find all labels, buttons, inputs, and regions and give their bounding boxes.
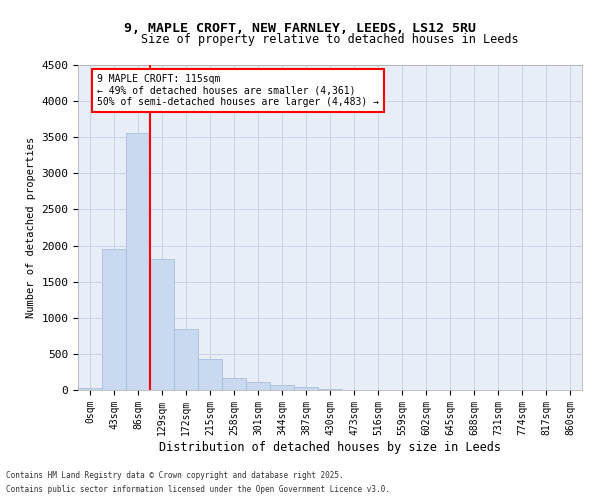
Bar xyxy=(102,249,126,390)
Bar xyxy=(246,382,270,390)
Text: 9, MAPLE CROFT, NEW FARNLEY, LEEDS, LS12 5RU: 9, MAPLE CROFT, NEW FARNLEY, LEEDS, LS12… xyxy=(124,22,476,36)
Text: Contains HM Land Registry data © Crown copyright and database right 2025.: Contains HM Land Registry data © Crown c… xyxy=(6,470,344,480)
Y-axis label: Number of detached properties: Number of detached properties xyxy=(26,137,36,318)
X-axis label: Distribution of detached houses by size in Leeds: Distribution of detached houses by size … xyxy=(159,440,501,454)
Bar xyxy=(270,385,294,390)
Bar xyxy=(198,359,222,390)
Title: Size of property relative to detached houses in Leeds: Size of property relative to detached ho… xyxy=(141,33,519,46)
Text: 9 MAPLE CROFT: 115sqm
← 49% of detached houses are smaller (4,361)
50% of semi-d: 9 MAPLE CROFT: 115sqm ← 49% of detached … xyxy=(97,74,379,107)
Bar xyxy=(126,133,150,390)
Bar xyxy=(294,387,318,390)
Bar xyxy=(78,388,102,390)
Bar xyxy=(174,328,198,390)
Text: Contains public sector information licensed under the Open Government Licence v3: Contains public sector information licen… xyxy=(6,486,390,494)
Bar xyxy=(150,258,174,390)
Bar xyxy=(222,378,246,390)
